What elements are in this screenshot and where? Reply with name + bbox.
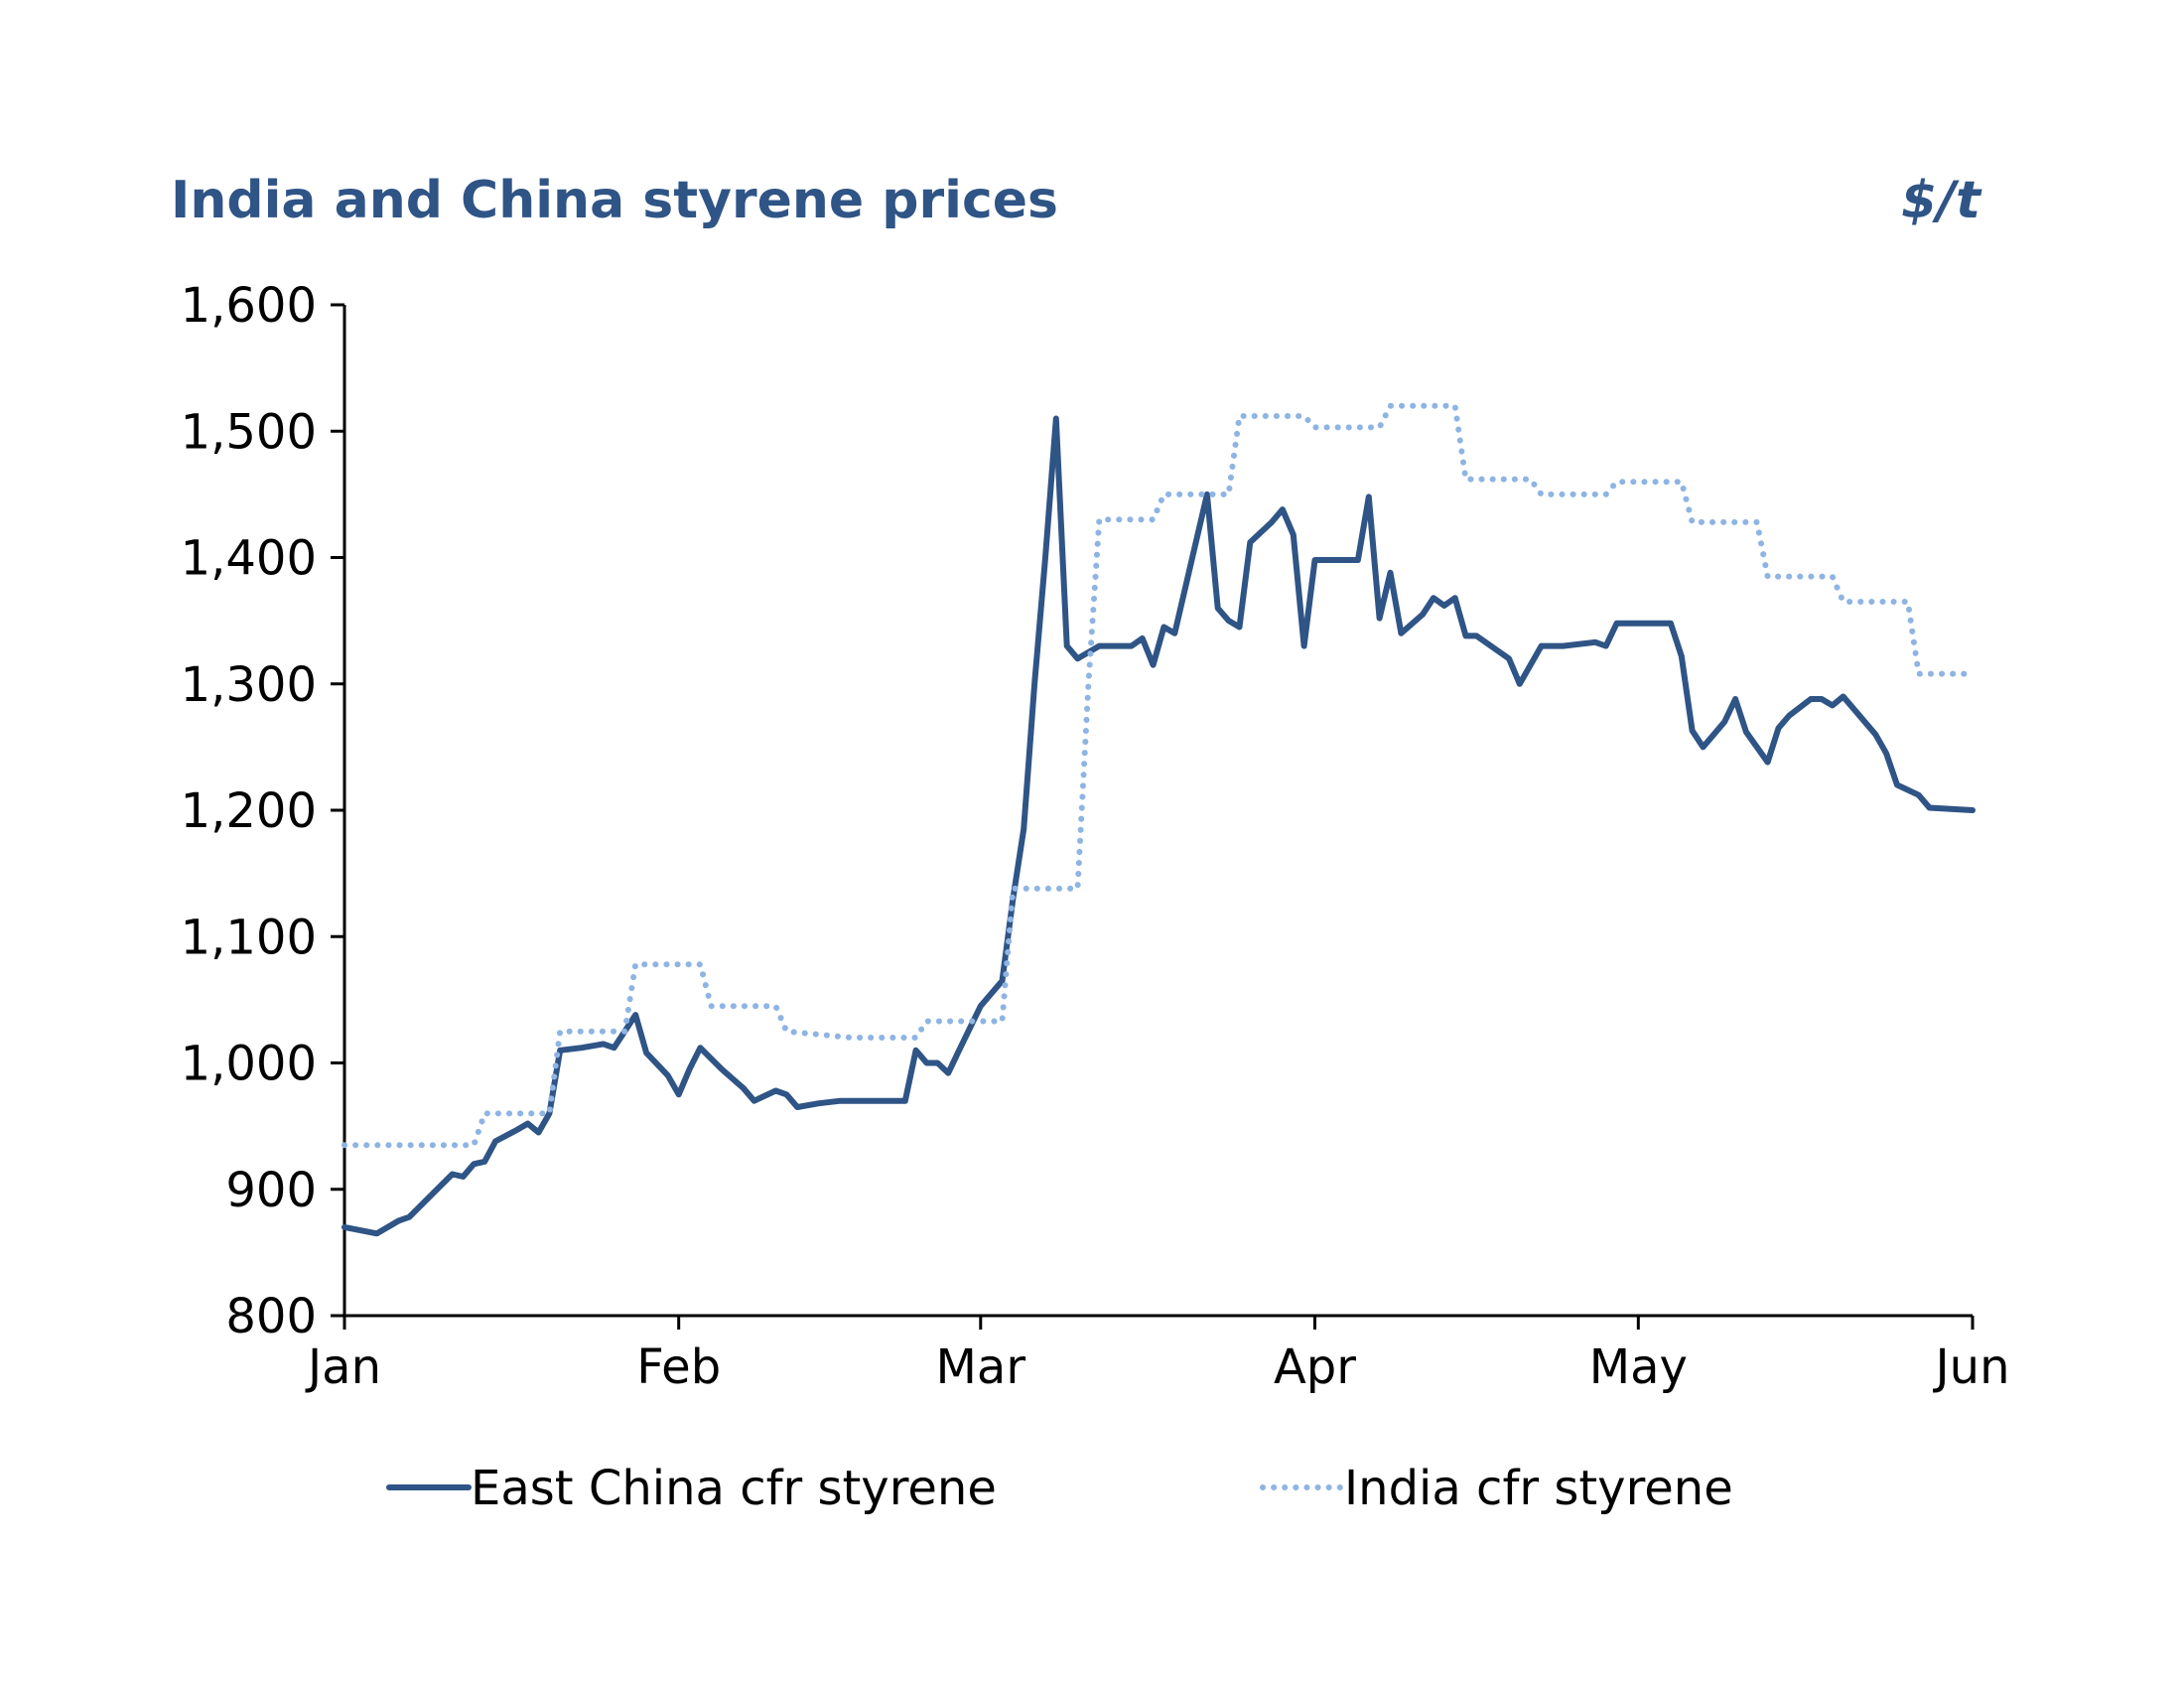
legend-label: India cfr styrene [1344,1461,1733,1516]
axes: 800 900 1,000 1,100 1,200 1,300 1,400 1,500 1,60… [181,278,2010,1395]
y-tick-label: 1,300 [181,657,317,713]
legend: East China cfr styrene India cfr styrene [386,1461,1733,1516]
y-tick-label: 800 [225,1289,317,1344]
unit-label: $/t [1900,171,1980,230]
chart-title: India and China styrene prices [171,171,1059,230]
x-tick-label: Feb [636,1339,721,1395]
y-tick-label: 1,400 [181,531,317,587]
y-tick-label: 1,000 [181,1037,317,1092]
y-tick-label: 1,600 [181,278,317,334]
y-tick-label: 1,500 [181,404,317,460]
x-tick-label: May [1589,1339,1688,1395]
x-tick-label: Jan [305,1339,381,1395]
series-lines [341,402,1976,1237]
legend-label: East China cfr styrene [471,1461,997,1516]
x-tick-label: Jun [1933,1339,2010,1395]
y-tick-label: 1,100 [181,910,317,965]
series-line-india [341,402,1976,1149]
series-line-east-china [341,415,1976,1237]
y-tick-label: 900 [225,1163,317,1218]
x-tick-label: Apr [1274,1339,1356,1395]
x-tick-label: Mar [936,1339,1026,1395]
y-tick-label: 1,200 [181,783,317,839]
